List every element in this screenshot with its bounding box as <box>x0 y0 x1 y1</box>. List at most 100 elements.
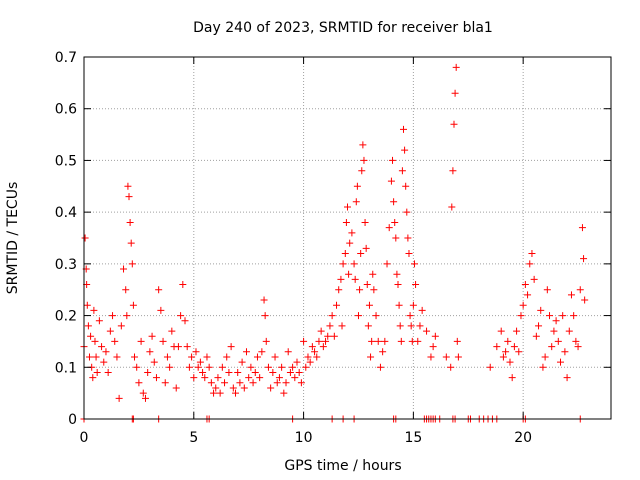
data-point <box>354 312 362 320</box>
data-point <box>253 353 261 361</box>
data-point <box>361 218 369 226</box>
data-point <box>267 384 275 392</box>
data-point <box>530 275 538 283</box>
data-point <box>232 389 240 397</box>
data-point <box>247 363 255 371</box>
data-point <box>269 368 277 376</box>
data-point <box>163 353 171 361</box>
data-point <box>546 312 554 320</box>
data-point <box>559 312 567 320</box>
data-point <box>161 379 169 387</box>
data-point <box>81 234 89 242</box>
y-tick-label: 0.4 <box>55 205 77 221</box>
data-point <box>120 265 128 273</box>
data-point <box>192 348 200 356</box>
data-point <box>284 348 292 356</box>
plot-frame <box>83 56 612 420</box>
data-point <box>135 379 143 387</box>
data-point <box>117 322 125 330</box>
data-point <box>166 363 174 371</box>
data-point <box>319 343 327 351</box>
data-point <box>383 260 391 268</box>
data-point <box>216 389 224 397</box>
data-point <box>139 389 147 397</box>
data-point <box>315 337 323 345</box>
data-point <box>337 275 345 283</box>
data-point <box>431 332 439 340</box>
data-point <box>429 343 437 351</box>
data-point <box>168 327 176 335</box>
data-point <box>157 306 165 314</box>
data-point <box>358 167 366 175</box>
data-point <box>345 270 353 278</box>
data-point <box>245 374 253 382</box>
data-point <box>326 322 334 330</box>
data-point <box>414 337 422 345</box>
data-point <box>556 358 564 366</box>
data-point <box>524 291 532 299</box>
data-point <box>385 224 393 232</box>
data-point <box>508 374 516 382</box>
data-point <box>207 379 215 387</box>
data-point <box>127 239 135 247</box>
data-point <box>196 358 204 366</box>
data-point <box>152 374 160 382</box>
data-point <box>128 260 136 268</box>
data-point <box>261 312 269 320</box>
data-point <box>365 301 373 309</box>
data-point <box>199 368 207 376</box>
data-point <box>552 317 560 325</box>
data-point <box>212 384 220 392</box>
data-point <box>234 368 242 376</box>
data-point <box>350 260 358 268</box>
data-point <box>541 353 549 361</box>
data-point <box>155 286 163 294</box>
data-point <box>352 198 360 206</box>
data-point <box>418 306 426 314</box>
x-tick-label: 0 <box>80 430 89 446</box>
data-point <box>510 343 518 351</box>
x-tick-label: 20 <box>514 430 532 446</box>
y-tick-label: 0 <box>68 412 77 428</box>
data-point <box>580 255 588 263</box>
data-point <box>251 368 259 376</box>
data-point <box>238 358 246 366</box>
data-point <box>188 353 196 361</box>
data-point <box>177 312 185 320</box>
data-point <box>367 353 375 361</box>
data-point <box>159 337 167 345</box>
data-point <box>393 270 401 278</box>
data-point <box>210 389 218 397</box>
data-point <box>264 363 272 371</box>
data-point <box>286 368 294 376</box>
axis-ticks: 0 0.1 0.2 0.3 0.4 0.5 0.6 0.7 0 5 10 15 20 <box>55 50 611 446</box>
data-point <box>351 275 359 283</box>
data-point <box>397 337 405 345</box>
data-point <box>449 167 457 175</box>
data-point <box>304 353 312 361</box>
data-point <box>356 286 364 294</box>
data-point <box>537 306 545 314</box>
data-point <box>262 337 270 345</box>
data-point <box>181 317 189 325</box>
chart-title: Day 240 of 2023, SRMTID for receiver bla… <box>193 20 493 36</box>
data-point <box>372 312 380 320</box>
data-point <box>92 353 100 361</box>
data-point <box>499 353 507 361</box>
data-point <box>291 374 299 382</box>
data-point <box>122 286 130 294</box>
data-point <box>106 327 114 335</box>
data-point <box>353 182 361 190</box>
data-point <box>100 358 108 366</box>
data-point <box>260 296 268 304</box>
data-point <box>404 234 412 242</box>
data-point <box>93 368 101 376</box>
data-point <box>452 63 460 71</box>
data-point <box>338 322 346 330</box>
data-point <box>348 229 356 237</box>
x-tick-label: 5 <box>189 430 198 446</box>
data-point <box>448 203 456 211</box>
data-point <box>333 301 341 309</box>
